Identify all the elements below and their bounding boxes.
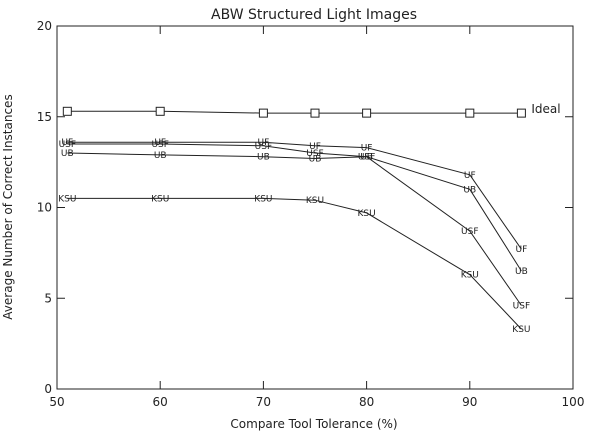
y-tick-label: 5 [44,291,52,305]
data-point-label: USF [461,227,478,237]
data-point-label: USF [59,140,76,150]
data-point-label: UF [464,171,476,181]
series-uf: UF UF UF UF UF UF UF [61,138,527,255]
data-point-label: UB [257,153,270,163]
data-point-label: KSU [254,194,272,204]
series-line [67,197,522,330]
ideal-label: Ideal [531,102,560,116]
data-point-label: USF [358,153,375,163]
data-point-square [258,108,268,118]
data-point-label: USF [306,149,323,159]
series-line [67,143,522,306]
x-axis-title: Compare Tool Tolerance (%) [230,417,397,431]
y-tick-label: 0 [44,382,52,396]
data-point-label: KSU [58,194,76,204]
data-point-label: UB [463,185,476,195]
data-point-label: UF [61,138,73,148]
y-axis-title: Average Number of Correct Instances [1,94,15,319]
data-point-label: KSU [151,194,169,204]
y-axis: 0 5 10 15 20 [37,19,573,396]
data-point-label: USF [151,140,168,150]
data-point-label: UF [361,144,373,154]
y-tick-label: 10 [37,201,52,215]
series-line [67,110,522,114]
data-point-label: KSU [461,271,479,281]
data-point-label: UB [61,149,74,159]
x-tick-label: 90 [462,395,477,409]
data-point-label: UF [258,138,270,148]
chart-title: ABW Structured Light Images [211,7,417,23]
data-point-label: KSU [512,325,530,335]
data-point-label: UF [516,245,528,255]
data-point-square [155,106,165,116]
series-ub: UB UB UB UB UB UB UB [61,149,528,277]
x-tick-label: 100 [562,395,585,409]
x-axis: 50 60 70 80 90 100 [49,26,584,409]
plot-frame [56,25,574,390]
series-ksu: KSU KSU KSU KSU KSU KSU KSU [58,194,530,335]
data-point-square [516,108,526,118]
x-tick-label: 70 [256,395,271,409]
series-usf: USF USF USF USF USF USF USF [59,140,531,312]
x-tick-label: 80 [359,395,374,409]
data-point-label: UF [309,142,321,152]
x-tick-label: 50 [49,395,64,409]
data-point-label: KSU [306,196,324,206]
data-point-label: USF [255,142,272,152]
data-point-square [62,106,72,116]
series-ideal [62,106,526,118]
series-line [67,141,522,250]
data-point-label: UB [154,151,167,161]
y-tick-label: 15 [37,110,52,124]
series-line [67,152,522,272]
x-tick-label: 60 [153,395,168,409]
data-point-label: UB [309,154,322,164]
data-point-square [465,108,475,118]
data-point-label: UB [515,267,528,277]
data-point-square [310,108,320,118]
data-point-label: UB [360,153,373,163]
data-point-label: UF [154,138,166,148]
data-point-label: KSU [357,209,375,219]
y-tick-label: 20 [37,19,52,33]
data-point-square [362,108,372,118]
data-point-label: USF [513,302,530,312]
